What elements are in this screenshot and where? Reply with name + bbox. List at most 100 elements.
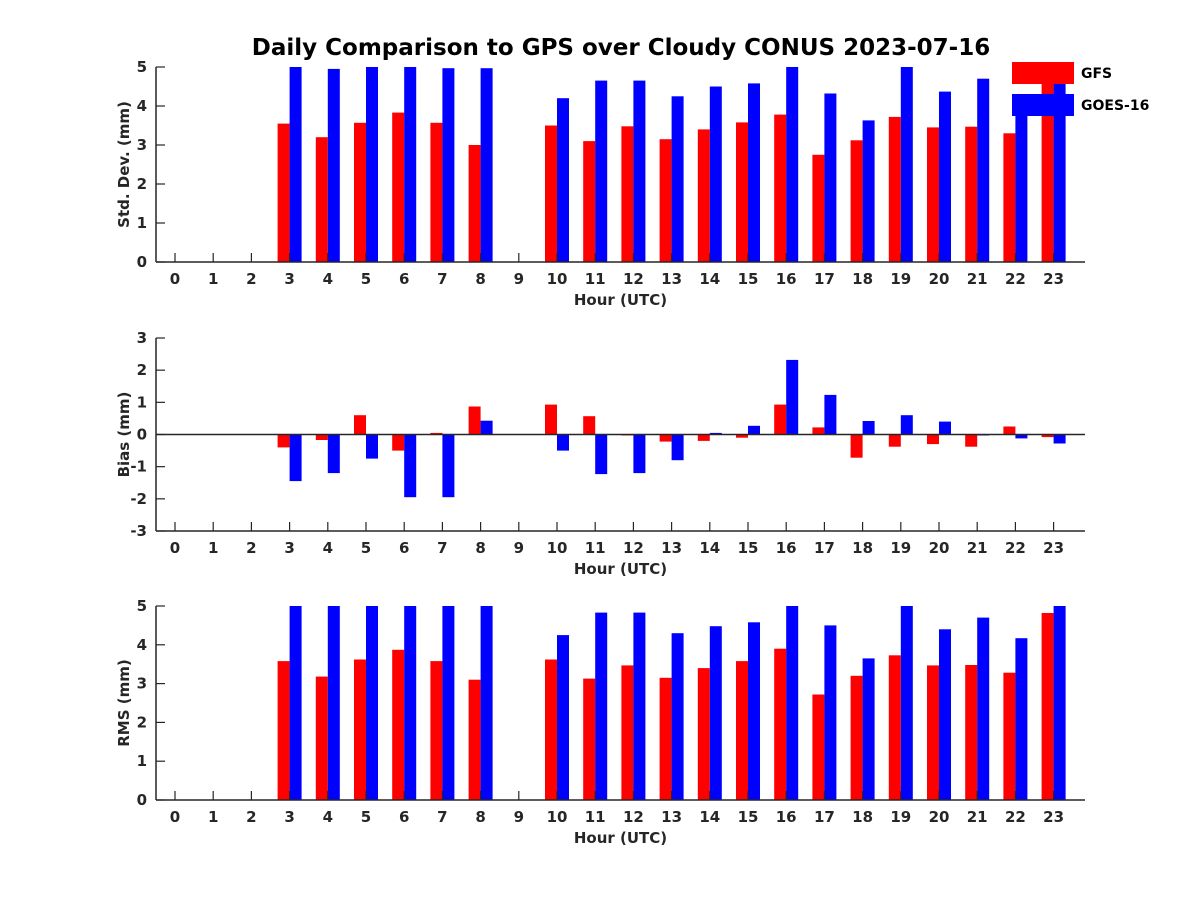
- bar-gfs-hour-3: [277, 123, 290, 262]
- bar-gfs-hour-13: [659, 139, 672, 262]
- x-tick-label: 9: [514, 808, 524, 826]
- bar-goes-16-hour-14: [709, 626, 722, 800]
- bar-goes-16-hour-4: [327, 68, 340, 263]
- x-tick-label: 8: [475, 270, 485, 288]
- x-tick-label: 12: [623, 808, 644, 826]
- y-tick-label: 1: [137, 393, 147, 411]
- y-tick-label: 0: [137, 253, 147, 271]
- bar-goes-16-hour-13: [671, 434, 684, 461]
- bar-gfs-hour-6: [392, 649, 405, 800]
- x-tick-label: 11: [585, 539, 606, 557]
- bar-goes-16-hour-18: [862, 421, 875, 435]
- x-tick-label: 12: [623, 270, 644, 288]
- x-tick-label: 10: [547, 539, 568, 557]
- figure-title: Daily Comparison to GPS over Cloudy CONU…: [252, 35, 990, 61]
- bar-goes-16-hour-5: [366, 434, 378, 459]
- y-tick-label: -3: [130, 522, 147, 540]
- bar-gfs-hour-14: [697, 668, 710, 800]
- x-tick-label: 1: [208, 270, 218, 288]
- x-tick-label: 13: [661, 808, 682, 826]
- bar-gfs-hour-18: [850, 140, 863, 262]
- bar-gfs-hour-11: [583, 141, 596, 262]
- x-tick-label: 10: [547, 808, 568, 826]
- x-tick-label: 17: [814, 270, 835, 288]
- bar-goes-16-hour-22: [1015, 638, 1028, 800]
- bar-goes-16-hour-18: [862, 658, 875, 800]
- x-tick-label: 3: [284, 270, 294, 288]
- bar-gfs-hour-17: [812, 694, 825, 800]
- y-tick-label: 1: [137, 752, 147, 770]
- bar-goes-16-hour-19: [900, 415, 913, 435]
- bar-gfs-hour-13: [659, 434, 672, 442]
- bar-goes-16-hour-20: [939, 91, 951, 262]
- x-tick-label: 6: [399, 270, 409, 288]
- x-tick-label: 18: [852, 808, 873, 826]
- bar-gfs-hour-4: [315, 676, 328, 800]
- bar-gfs-hour-16: [774, 114, 787, 262]
- y-tick-label: 0: [137, 791, 147, 809]
- bar-goes-16-hour-7: [442, 606, 455, 800]
- legend-label-goes-16: GOES-16: [1081, 98, 1149, 114]
- bar-goes-16-hour-3: [289, 67, 302, 262]
- x-tick-label: 1: [208, 539, 218, 557]
- bar-gfs-hour-23: [1041, 613, 1054, 800]
- x-tick-label: 22: [1005, 539, 1026, 557]
- bar-gfs-hour-16: [774, 648, 787, 800]
- bar-gfs-hour-14: [697, 434, 710, 441]
- x-tick-label: 5: [361, 270, 371, 288]
- x-tick-label: 22: [1005, 808, 1026, 826]
- bar-goes-16-hour-10: [557, 434, 569, 451]
- bar-goes-16-hour-19: [900, 67, 913, 262]
- x-tick-label: 18: [852, 270, 873, 288]
- bar-gfs-hour-7: [430, 661, 443, 800]
- y-tick-label: 4: [137, 636, 147, 654]
- y-tick-label: 3: [137, 675, 147, 693]
- y-tick-label: 2: [137, 713, 147, 731]
- x-tick-label: 3: [284, 539, 294, 557]
- y-tick-label: 3: [137, 136, 147, 154]
- bar-goes-16-hour-18: [862, 120, 875, 263]
- x-tick-label: 19: [890, 539, 911, 557]
- bar-goes-16-hour-6: [404, 434, 417, 498]
- bar-goes-16-hour-15: [748, 425, 760, 435]
- legend-swatch-gfs: [1012, 62, 1074, 84]
- bar-goes-16-hour-16: [786, 67, 799, 262]
- x-tick-label: 20: [929, 539, 950, 557]
- x-tick-label: 2: [246, 539, 256, 557]
- x-tick-label: 8: [475, 808, 485, 826]
- bar-gfs-hour-19: [888, 655, 901, 800]
- bar-goes-16-hour-4: [327, 606, 340, 800]
- bar-gfs-hour-18: [850, 675, 863, 800]
- x-tick-label: 6: [399, 808, 409, 826]
- y-tick-label: -2: [130, 490, 147, 508]
- x-tick-label: 4: [323, 270, 333, 288]
- bar-goes-16-hour-11: [595, 80, 608, 262]
- y-tick-label: 2: [137, 175, 147, 193]
- bar-gfs-hour-20: [927, 665, 939, 800]
- y-tick-label: -1: [130, 458, 147, 476]
- bar-goes-16-hour-14: [709, 432, 722, 435]
- bar-gfs-hour-6: [392, 112, 405, 262]
- bar-gfs-hour-13: [659, 677, 672, 800]
- x-tick-label: 13: [661, 270, 682, 288]
- bar-goes-16-hour-20: [939, 421, 951, 435]
- x-tick-label: 14: [699, 808, 720, 826]
- bar-goes-16-hour-12: [633, 612, 646, 800]
- x-tick-label: 17: [814, 539, 835, 557]
- bar-gfs-hour-11: [583, 678, 596, 800]
- x-tick-label: 16: [776, 539, 797, 557]
- x-tick-label: 8: [475, 539, 485, 557]
- bar-gfs-hour-7: [430, 122, 443, 262]
- x-tick-label: 20: [929, 270, 950, 288]
- legend: GFS GOES-16: [1012, 62, 1149, 116]
- x-tick-label: 2: [246, 808, 256, 826]
- bar-goes-16-hour-17: [824, 394, 837, 435]
- bar-gfs-hour-20: [927, 127, 939, 263]
- x-tick-label: 21: [967, 270, 988, 288]
- x-tick-label: 21: [967, 808, 988, 826]
- bar-goes-16-hour-12: [633, 434, 646, 474]
- legend-swatch-goes-16: [1012, 94, 1074, 116]
